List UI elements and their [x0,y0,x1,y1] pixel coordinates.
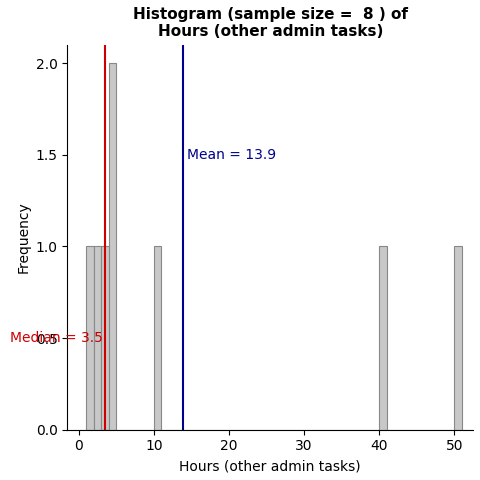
Bar [86,246,94,430]
Y-axis label: Frequency: Frequency [16,201,30,273]
Title: Histogram (sample size =  8 ) of
Hours (other admin tasks): Histogram (sample size = 8 ) of Hours (o… [133,7,408,39]
Bar [109,63,116,430]
X-axis label: Hours (other admin tasks): Hours (other admin tasks) [180,459,361,473]
Bar [154,246,161,430]
Bar [379,246,387,430]
Text: Median = 3.5: Median = 3.5 [10,331,103,345]
Text: Mean = 13.9: Mean = 13.9 [187,148,276,162]
Bar [94,246,101,430]
Bar [454,246,462,430]
Bar [101,246,109,430]
